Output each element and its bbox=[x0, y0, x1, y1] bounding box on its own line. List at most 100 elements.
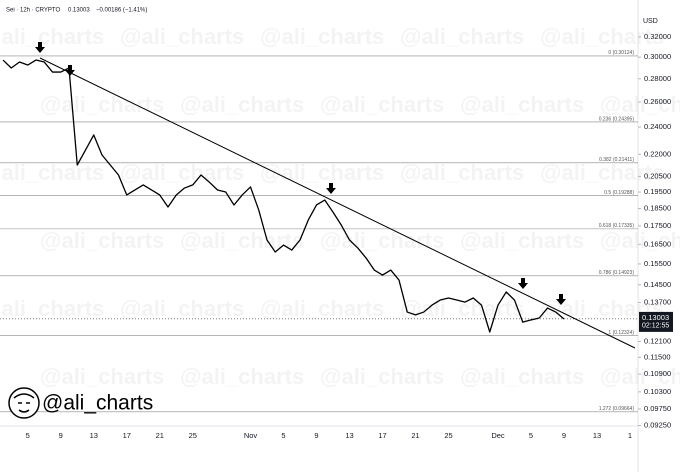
x-tick-label: 5 bbox=[529, 431, 533, 440]
watermark: @ali_charts bbox=[0, 160, 104, 185]
watermark: @ali_charts bbox=[120, 296, 244, 321]
x-tick-label: 21 bbox=[156, 431, 164, 440]
watermark: @ali_charts bbox=[180, 364, 304, 389]
logo: @ali_charts bbox=[8, 387, 153, 419]
currency: USD bbox=[643, 18, 658, 25]
watermarks: @ali_charts @ali_charts @ali_charts @ali_ch… bbox=[0, 24, 680, 389]
watermark: @ali_charts bbox=[40, 364, 164, 389]
watermark: @ali_charts bbox=[260, 24, 384, 49]
watermark: @ali_charts bbox=[0, 24, 104, 49]
watermark: @ali_charts bbox=[400, 160, 524, 185]
y-tick-label: 0.22000 bbox=[644, 149, 671, 158]
fib-label: 0.5 (0.19288) bbox=[604, 190, 634, 196]
arrow bbox=[326, 183, 336, 194]
x-tick-label: 17 bbox=[378, 431, 386, 440]
x-tick-label: 5 bbox=[26, 431, 30, 440]
watermark: @ali_charts bbox=[600, 364, 680, 389]
watermark: @ali_charts bbox=[320, 228, 444, 253]
x-tick-label: 17 bbox=[123, 431, 131, 440]
y-tick-label: 0.20500 bbox=[644, 171, 671, 180]
x-tick-label: 13 bbox=[90, 431, 98, 440]
watermark: @ali_charts bbox=[460, 228, 584, 253]
fib-label: 0.382 (0.21411) bbox=[599, 157, 634, 163]
fib-label: 0.786 (0.14923) bbox=[599, 270, 635, 276]
y-tick-label: 0.16500 bbox=[644, 239, 671, 248]
header-price: 0.13003 bbox=[68, 8, 90, 14]
watermark: @ali_charts bbox=[320, 92, 444, 117]
y-tick-label: 0.12100 bbox=[644, 336, 671, 345]
x-tick-label: 25 bbox=[444, 431, 452, 440]
watermark: @ali_charts bbox=[180, 92, 304, 117]
x-tick-label: 25 bbox=[189, 431, 197, 440]
y-tick-label: 0.32000 bbox=[644, 32, 671, 41]
x-tick-label: 9 bbox=[314, 431, 318, 440]
price-box-value: 0.13003 bbox=[642, 313, 669, 322]
x-tick-label: 9 bbox=[59, 431, 63, 440]
y-tick-label: 0.19500 bbox=[644, 187, 671, 196]
fib-label: 0.236 (0.24395) bbox=[599, 116, 635, 122]
arrow bbox=[556, 294, 566, 305]
y-tick-label: 0.24000 bbox=[644, 122, 671, 131]
arrow bbox=[518, 278, 528, 289]
watermark: @ali_charts bbox=[0, 296, 104, 321]
arrow bbox=[35, 42, 45, 53]
logo-text: @ali_charts bbox=[42, 392, 153, 415]
fib-label: 0 (0.30124) bbox=[608, 50, 634, 56]
watermark: @ali_charts bbox=[40, 228, 164, 253]
watermark: @ali_charts bbox=[460, 92, 584, 117]
price-line bbox=[2, 59, 565, 333]
y-tick-label: 0.11500 bbox=[644, 352, 671, 361]
watermark: @ali_charts bbox=[540, 160, 664, 185]
y-tick-label: 0.10300 bbox=[644, 387, 671, 396]
y-tick-label: 0.28000 bbox=[644, 74, 671, 83]
x-tick-label: Dec bbox=[491, 431, 505, 440]
header-change: −0.00186 (−1.41%) bbox=[96, 8, 147, 14]
watermark: @ali_charts bbox=[40, 92, 164, 117]
watermark: @ali_charts bbox=[540, 24, 664, 49]
y-tick-label: 0.15500 bbox=[644, 259, 671, 268]
x-tick-label: 21 bbox=[411, 431, 419, 440]
plot bbox=[2, 59, 565, 333]
x-tick-label: 13 bbox=[593, 431, 601, 440]
watermark: @ali_charts bbox=[320, 364, 444, 389]
y-tick-label: 0.17500 bbox=[644, 221, 671, 230]
fib-label: 1.272 (0.09664) bbox=[599, 406, 635, 412]
x-tick-label: 5 bbox=[281, 431, 285, 440]
watermark: @ali_charts bbox=[400, 24, 524, 49]
x-tick-label: 1 bbox=[628, 431, 632, 440]
y-tick-label: 0.09250 bbox=[644, 420, 671, 429]
x-tick-label: 9 bbox=[562, 431, 566, 440]
avatar-face bbox=[13, 393, 35, 413]
watermark: @ali_charts bbox=[260, 296, 384, 321]
watermark: @ali_charts bbox=[120, 24, 244, 49]
watermark: @ali_charts bbox=[180, 228, 304, 253]
watermark: @ali_charts bbox=[600, 228, 680, 253]
y-tick-label: 0.13700 bbox=[644, 298, 671, 307]
symbol: Sei · 12h · CRYPTO bbox=[6, 8, 60, 14]
y-tick-label: 0.14500 bbox=[644, 280, 671, 289]
price-box-bg bbox=[639, 311, 673, 332]
watermark: @ali_charts bbox=[260, 160, 384, 185]
y-tick-label: 0.18500 bbox=[644, 204, 671, 213]
y-tick-label: 0.26000 bbox=[644, 97, 671, 106]
trend-line bbox=[39, 57, 636, 349]
avatar bbox=[8, 387, 40, 419]
price-box-countdown: 02:12:55 bbox=[642, 323, 669, 330]
fib-levels: 0 (0.30124) 0.236 (0.24395) 0.382 (0.21411… bbox=[0, 50, 638, 412]
x-tick-label: Nov bbox=[244, 431, 258, 440]
watermark: @ali_charts bbox=[460, 364, 584, 389]
fib-label: 0.618 (0.17335) bbox=[599, 223, 635, 229]
y-tick-label: 0.30000 bbox=[644, 52, 671, 61]
x-tick-label: 13 bbox=[345, 431, 353, 440]
watermark: @ali_charts bbox=[600, 92, 680, 117]
y-tick-label: 0.10900 bbox=[644, 369, 671, 378]
watermark: @ali_charts bbox=[120, 160, 244, 185]
fib-label: 1 (0.12324) bbox=[608, 330, 634, 336]
arrows bbox=[35, 42, 566, 305]
watermark: @ali_charts bbox=[400, 296, 524, 321]
arrow bbox=[65, 65, 75, 76]
y-tick-label: 0.09750 bbox=[644, 404, 671, 413]
